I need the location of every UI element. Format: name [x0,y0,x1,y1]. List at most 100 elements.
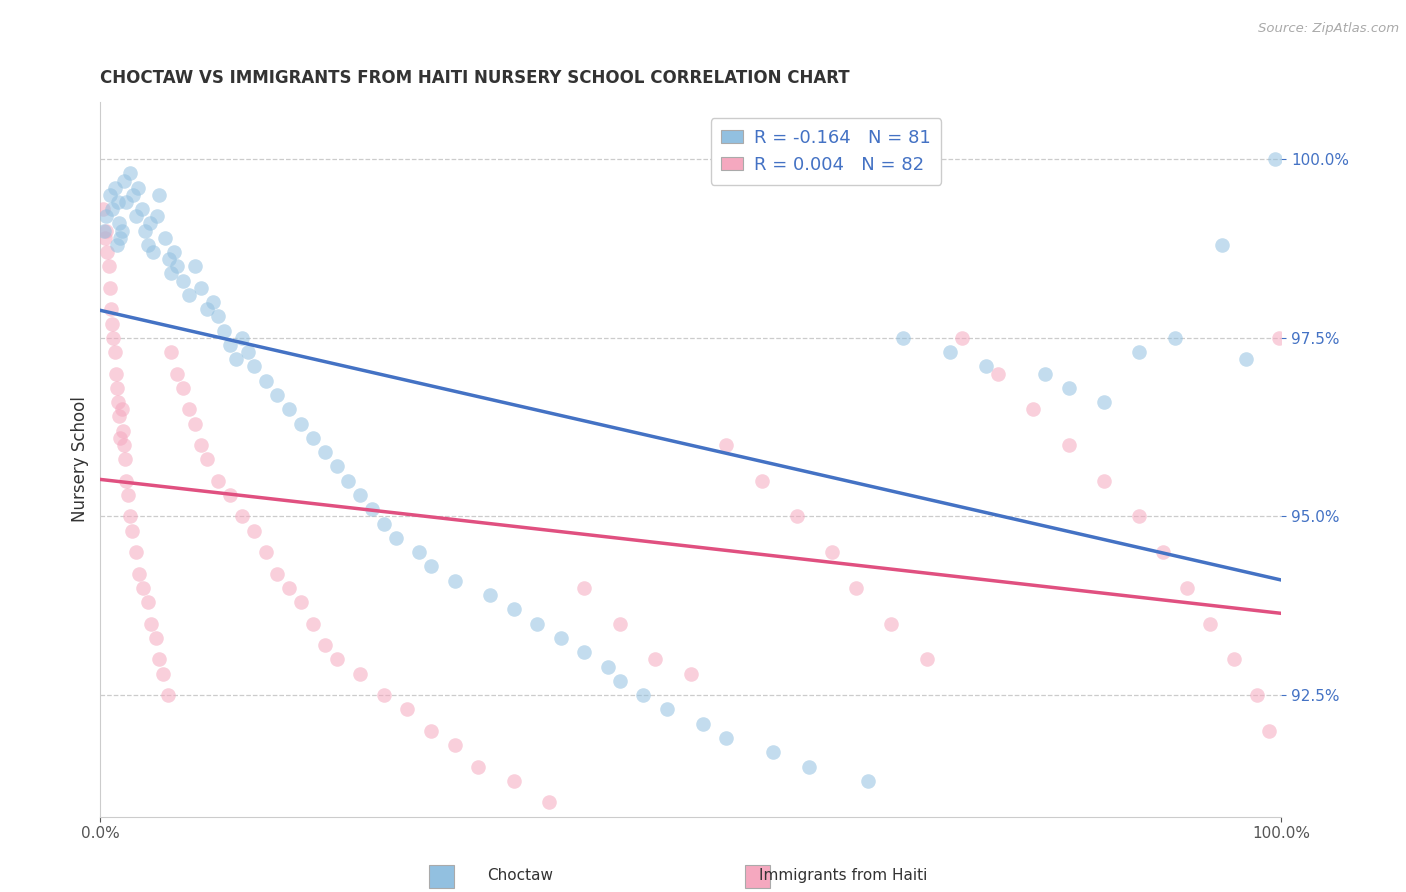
Point [111,424,134,438]
Point [939,345,962,359]
Point [110,231,132,245]
Point [443,738,465,752]
Point [127,180,149,194]
Point [349,488,371,502]
Point [94,231,117,245]
Point [786,509,808,524]
Point [714,438,737,452]
Point [145,631,167,645]
Point [1033,367,1056,381]
Point [526,616,548,631]
Point [110,224,132,238]
Point [1234,352,1257,367]
Point [156,688,179,702]
Text: Immigrants from Haiti: Immigrants from Haiti [759,869,928,883]
Point [110,431,132,445]
Point [550,631,572,645]
Point [231,331,253,345]
Point [254,374,277,388]
Point [243,524,266,538]
Point [190,281,212,295]
Point [131,202,153,216]
Point [184,417,207,431]
Point [314,445,336,459]
FancyBboxPatch shape [429,865,454,888]
Point [207,474,229,488]
Point [384,531,406,545]
Point [128,566,150,581]
Point [278,402,301,417]
Point [105,238,128,252]
Point [290,417,312,431]
Text: Choctaw: Choctaw [488,869,553,883]
Point [172,381,194,395]
Point [762,745,785,759]
Point [214,324,236,338]
Point [195,452,218,467]
Point [107,194,129,209]
Point [361,502,384,516]
Point [302,431,325,445]
Point [112,438,135,452]
Point [609,673,631,688]
Point [148,187,170,202]
Point [96,224,118,238]
Point [105,381,128,395]
FancyBboxPatch shape [745,865,770,888]
Point [101,202,124,216]
Point [219,488,242,502]
Point [108,409,131,424]
Point [1267,331,1289,345]
Point [177,402,200,417]
Point [856,773,879,788]
Point [443,574,465,588]
Point [97,260,120,274]
Point [146,209,169,223]
Point [821,545,844,559]
Point [231,509,253,524]
Point [290,595,312,609]
Point [201,295,224,310]
Point [987,367,1010,381]
Point [225,352,247,367]
Point [152,666,174,681]
Text: CHOCTAW VS IMMIGRANTS FROM HAITI NURSERY SCHOOL CORRELATION CHART: CHOCTAW VS IMMIGRANTS FROM HAITI NURSERY… [100,69,851,87]
Point [115,194,138,209]
Point [101,317,124,331]
Point [266,388,288,402]
Point [108,217,131,231]
Point [1199,616,1222,631]
Point [172,274,194,288]
Point [103,331,125,345]
Point [91,202,114,216]
Point [96,209,118,223]
Point [751,474,773,488]
Point [915,652,938,666]
Point [107,395,129,409]
Point [1175,581,1198,595]
Point [110,402,132,417]
Point [1022,402,1045,417]
Point [243,359,266,374]
Point [177,288,200,302]
Point [278,581,301,595]
Point [93,224,115,238]
Point [679,666,702,681]
Point [537,795,560,809]
Point [1264,152,1286,166]
Point [207,310,229,324]
Point [1092,395,1115,409]
Point [195,302,218,317]
Point [184,260,207,274]
Point [157,252,180,267]
Point [118,509,141,524]
Point [122,187,145,202]
Point [396,702,419,716]
Point [1246,688,1268,702]
Point [125,209,148,223]
Point [121,524,143,538]
Point [100,302,122,317]
Point [118,166,141,180]
Point [574,581,596,595]
Point [98,187,121,202]
